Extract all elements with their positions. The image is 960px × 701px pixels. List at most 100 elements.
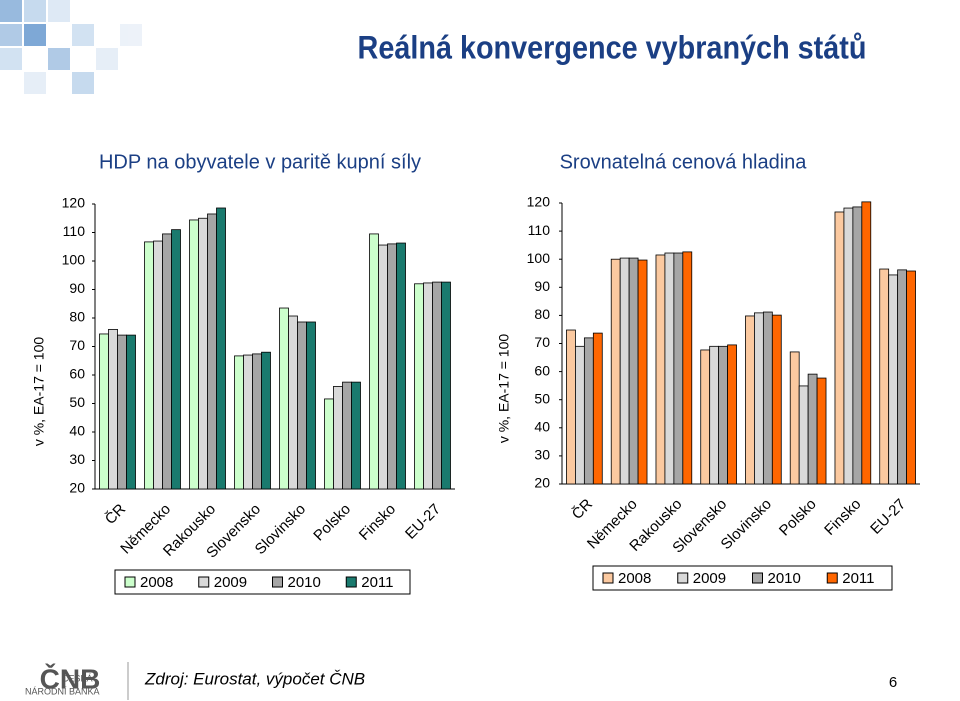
bar (637, 259, 648, 485)
y-tick-label: 80 (69, 309, 85, 325)
bar (378, 244, 388, 490)
y-tick-label: 40 (534, 419, 550, 435)
bar (628, 257, 639, 485)
x-tick-label: ČR (569, 496, 596, 523)
y-tick-label: 60 (534, 362, 550, 378)
bar (324, 398, 334, 490)
bar (198, 217, 208, 490)
x-tick-label: Polsko (776, 496, 820, 540)
legend-label: 2011 (842, 570, 874, 587)
bar (673, 252, 684, 485)
bar (798, 385, 809, 485)
bar (664, 252, 675, 485)
legend-label: 2008 (618, 570, 651, 587)
legend-swatch (198, 576, 210, 588)
y-tick-label: 100 (527, 250, 551, 266)
bar (297, 321, 307, 490)
legend-swatch (826, 572, 838, 584)
bar (108, 328, 118, 490)
bar (888, 274, 899, 485)
y-tick-label: 80 (534, 306, 550, 322)
x-tick-label: Finsko (356, 501, 399, 544)
bar (843, 207, 854, 485)
bar (432, 281, 442, 490)
bar (234, 355, 244, 490)
legend-swatch (602, 572, 614, 584)
bar (592, 332, 603, 485)
bar (306, 321, 316, 490)
bar (834, 211, 845, 485)
y-tick-label: 110 (63, 223, 86, 239)
legend-box (114, 569, 411, 595)
y-tick-label: 20 (534, 475, 550, 491)
bar (879, 268, 890, 485)
page-number: 6 (889, 674, 897, 691)
legend-label: 2011 (361, 574, 393, 591)
y-tick-label: 20 (69, 480, 85, 496)
bar (852, 206, 863, 485)
bar (261, 351, 271, 490)
y-tick-label: 50 (69, 394, 85, 410)
bar (414, 283, 424, 490)
x-tick-label: EU-27 (867, 496, 909, 538)
bar (162, 233, 172, 490)
legend-swatch (345, 576, 357, 588)
bar (189, 219, 199, 490)
bar (655, 254, 666, 485)
y-tick-label: 110 (528, 222, 551, 238)
legend-swatch (677, 572, 689, 584)
legend-label: 2009 (693, 570, 726, 587)
bar (243, 354, 253, 490)
bar (99, 333, 109, 490)
bar (216, 207, 226, 490)
legend-box (592, 565, 893, 591)
y-tick-label: 60 (69, 366, 85, 382)
bar (762, 311, 773, 485)
legend-label: 2008 (140, 574, 173, 591)
bar (333, 385, 343, 490)
y-tick-label: 40 (69, 423, 85, 439)
bar (153, 240, 163, 490)
bar (566, 329, 576, 485)
legend-label: 2010 (288, 574, 321, 591)
x-tick-label: EU-27 (402, 501, 444, 543)
y-tick-label: 120 (527, 194, 551, 210)
bar (288, 315, 298, 490)
header-mosaic (0, 0, 142, 94)
y-tick-label: 30 (534, 447, 550, 463)
bar (771, 314, 782, 485)
y-tick-label: 90 (69, 280, 85, 296)
bar (423, 282, 433, 490)
bar (126, 334, 136, 490)
y-tick-label: 100 (62, 252, 86, 268)
bar (583, 337, 594, 485)
y-tick-label: 120 (62, 195, 86, 211)
bar (387, 243, 397, 490)
bar (351, 381, 361, 490)
bar (207, 213, 217, 490)
bar (144, 241, 154, 490)
bar (861, 201, 872, 485)
bar (906, 270, 916, 485)
bar (117, 334, 127, 490)
x-tick-label: ČR (102, 501, 129, 528)
logo-text: NÁRODNÍ BANKA (25, 686, 100, 696)
bar (727, 344, 737, 485)
logo-mark: ČNB (40, 662, 101, 694)
slide-title: Reálná konvergence vybraných států (358, 30, 867, 66)
bar (709, 345, 720, 485)
y-tick-label: 70 (69, 337, 85, 353)
bar (575, 345, 585, 485)
bar (897, 269, 907, 485)
bar (789, 351, 800, 485)
y-axis-label: v %, EA-17 = 100 (496, 334, 512, 444)
bar (816, 377, 827, 485)
legend-label: 2009 (214, 574, 247, 591)
y-tick-label: 70 (534, 334, 550, 350)
bar (396, 242, 406, 490)
bar (619, 257, 630, 485)
bar (171, 229, 181, 490)
legend-swatch (272, 576, 283, 588)
y-tick-label: 30 (69, 451, 85, 467)
